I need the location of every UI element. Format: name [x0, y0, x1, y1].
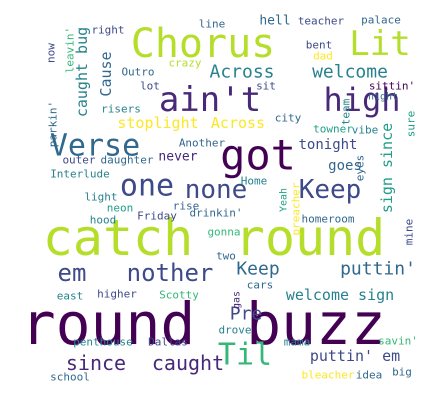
cloud-word-tonight: tonight — [298, 137, 357, 153]
cloud-word-bent: bent — [306, 39, 333, 52]
cloud-word-drinkin: drinkin' — [190, 207, 243, 220]
cloud-word-dallas: Dallas — [148, 336, 188, 349]
cloud-word-sittin: sittin' — [369, 80, 415, 93]
cloud-word-leavin: leavin' — [64, 27, 77, 73]
cloud-word-chorus: Chorus — [131, 21, 276, 67]
cloud-word-gonna: gonna — [207, 226, 240, 239]
cloud-word-welcome: welcome — [312, 62, 388, 83]
cloud-word-bleacher: bleacher — [302, 369, 355, 382]
cloud-word-two: two — [216, 250, 236, 263]
cloud-word-neon: neon — [107, 202, 134, 215]
cloud-word-never: never — [158, 150, 197, 165]
cloud-word-since: since — [66, 351, 126, 375]
cloud-word-puttin-em: puttin' em — [310, 347, 400, 365]
cloud-word-rise: rise — [173, 200, 200, 213]
cloud-word-hood: hood — [90, 214, 117, 227]
cloud-word-big: big — [392, 366, 412, 379]
cloud-word-round: round — [21, 290, 196, 358]
cloud-word-catch: catch — [43, 209, 194, 267]
cloud-word-school: school — [50, 371, 90, 384]
cloud-word-team: team — [340, 98, 353, 125]
cloud-word-pre: Pre — [230, 304, 263, 325]
cloud-word-sure: sure — [405, 111, 418, 138]
cloud-word-right: right — [91, 24, 124, 37]
cloud-word-dad: dad — [313, 50, 333, 63]
cloud-word-across: Across — [209, 62, 274, 83]
cloud-word-lit: Lit — [349, 24, 410, 64]
cloud-word-friday: Friday — [137, 210, 177, 223]
cloud-word-keep: Keep — [299, 175, 362, 205]
cloud-word-light: light — [84, 191, 117, 204]
cloud-word-stoplight: stoplight — [117, 114, 198, 132]
cloud-word-teacher: teacher — [298, 15, 345, 28]
cloud-word-homeroom: homeroom — [302, 213, 355, 226]
cloud-word-verse: Verse — [50, 129, 140, 164]
cloud-word-goes: goes — [328, 158, 362, 174]
cloud-word-keep: Keep — [236, 259, 279, 280]
cloud-word-vibe: vibe — [352, 124, 379, 137]
cloud-word-palace: palace — [361, 14, 401, 27]
cloud-word-lot: lot — [140, 80, 160, 93]
cloud-word-mama: mama — [284, 336, 311, 349]
cloud-word-puttin: puttin' — [340, 259, 416, 280]
cloud-word-towner: towner — [313, 123, 353, 136]
cloud-word-til: Til — [218, 338, 272, 373]
cloud-word-caught: caught — [152, 351, 224, 375]
cloud-word-caught-bug: caught bug — [73, 27, 91, 117]
cloud-word-penthouse: penthouse — [73, 336, 133, 349]
cloud-word-round: round — [235, 209, 386, 267]
cloud-word-scotty: Scotty — [159, 289, 199, 302]
cloud-word-gas: gas — [232, 291, 243, 309]
cloud-word-eyes: eyes — [354, 155, 367, 182]
cloud-word-high: high — [323, 81, 400, 119]
cloud-word-risers: risers — [101, 103, 141, 116]
cloud-word-higher: higher — [97, 288, 137, 301]
cloud-word-got: got — [220, 131, 296, 180]
cloud-word-parkin: parkin' — [47, 101, 60, 147]
cloud-word-idea: idea — [356, 369, 383, 382]
cloud-word-cars: cars — [247, 279, 274, 292]
cloud-word-nother: nother — [127, 259, 214, 287]
cloud-word-em: em — [58, 259, 87, 287]
cloud-word-sign-since: sign since — [378, 123, 396, 213]
cloud-word-yeah: Yeah — [279, 188, 290, 212]
cloud-word-city: city — [275, 112, 302, 125]
cloud-word-now: now — [45, 43, 58, 63]
cloud-word-another: Another — [179, 137, 226, 150]
cloud-word-buzz: buzz — [246, 290, 386, 358]
cloud-word-line: line — [199, 18, 226, 31]
cloud-word-savin: savin' — [378, 335, 418, 348]
cloud-word-hell: hell — [259, 14, 290, 29]
cloud-word-cause: Cause — [97, 51, 115, 96]
cloud-word-interlude: Interlude — [50, 168, 110, 181]
cloud-word-home: Home — [241, 175, 268, 188]
cloud-word-sit: sit — [256, 80, 276, 93]
cloud-word-one: one — [120, 169, 174, 204]
cloud-word-crazy: crazy — [168, 57, 201, 70]
cloud-word-outro: Outro — [121, 66, 154, 79]
cloud-word-mine: mine — [403, 219, 416, 246]
cloud-word-ain-t: ain't — [159, 80, 261, 120]
cloud-word-welcome-sign: welcome sign — [286, 286, 394, 304]
cloud-word-preacher: preacher — [290, 182, 303, 235]
cloud-word-outer: outer — [62, 154, 95, 167]
cloud-word-night: night — [368, 92, 398, 103]
cloud-word-drove: drove — [218, 324, 251, 337]
cloud-word-east: east — [57, 290, 84, 303]
cloud-word-none: none — [185, 175, 248, 205]
cloud-word-daughter: daughter — [101, 154, 154, 167]
cloud-word-across: Across — [211, 114, 265, 132]
